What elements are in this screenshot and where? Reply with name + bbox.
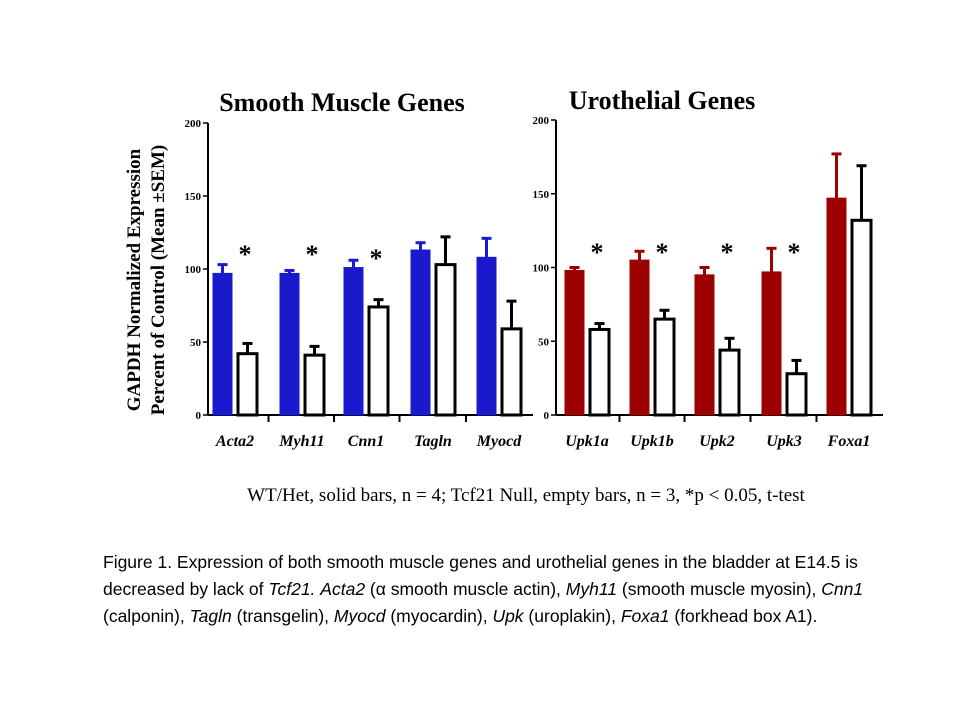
x-category-label: Acta2 (215, 433, 254, 450)
y-tick-label: 50 (190, 337, 202, 349)
caption-myocd-desc: (myocardin), (385, 606, 488, 626)
bar-upk2-wt (694, 274, 715, 416)
bar-tagln-wt (410, 249, 431, 416)
x-category-label: Upk1b (630, 433, 674, 450)
y-tick-label: 200 (185, 118, 202, 130)
x-category-label: Upk2 (699, 433, 735, 450)
smooth-muscle-panel: 0 50 100 150 200 Acta2 * Myh11 * Cnn1 * Tagln Myocd (185, 118, 533, 450)
significance-star: * (306, 240, 319, 269)
urothelial-panel: 0 50 100 150 200 Upk1a * Upk1b * Upk2 * Upk3 * Foxa1 (533, 115, 883, 450)
bar-myocd-wt (476, 256, 497, 416)
bar-upk2-null (718, 348, 741, 417)
x-category-label: Myocd (476, 433, 522, 450)
x-category-label: Upk3 (766, 433, 802, 450)
caption-gene-myocd: Myocd (333, 606, 386, 626)
bar-upk3-null (785, 372, 808, 417)
bar-upk1b-null (653, 317, 676, 417)
bar-foxa1-null (850, 218, 873, 417)
y-tick-label: 100 (185, 264, 202, 276)
significance-star: * (656, 238, 669, 267)
bar-cnn1-null (367, 305, 390, 417)
x-category-label: Foxa1 (827, 433, 871, 450)
caption-acta2-desc: (α smooth muscle actin), (365, 579, 561, 599)
y-tick-label: 100 (533, 263, 550, 275)
y-axis-title: GAPDH Normalized Expression (124, 148, 145, 411)
x-category-label: Tagln (414, 433, 452, 450)
caption-upk-desc: (uroplakin), (523, 606, 616, 626)
bar-upk1b-wt (629, 259, 650, 416)
y-tick-label: 0 (196, 410, 202, 422)
legend-footnote: WT/Het, solid bars, n = 4; Tcf21 Null, e… (247, 485, 805, 506)
significance-star: * (721, 238, 734, 267)
figure-caption: Figure 1. Expression of both smooth musc… (103, 549, 883, 630)
bar-cnn1-wt (343, 267, 364, 416)
panel-title-smooth-muscle: Smooth Muscle Genes (219, 88, 465, 117)
y-tick-label: 0 (544, 410, 550, 422)
bar-upk1a-null (588, 327, 611, 417)
bar-upk1a-wt (564, 269, 585, 416)
caption-gene-acta2: Acta2 (320, 579, 366, 599)
bar-myh11-wt (279, 272, 300, 416)
y-tick-label: 150 (185, 191, 202, 203)
y-tick-label: 150 (533, 189, 550, 201)
caption-gene-myh11: Myh11 (565, 579, 618, 599)
caption-lead: Figure 1. Expression of both smooth musc… (103, 552, 858, 599)
bar-myocd-null (500, 327, 523, 417)
y-tick-label: 200 (533, 115, 550, 127)
caption-cnn1-desc: (calponin), (103, 606, 185, 626)
x-category-label: Myh11 (278, 433, 324, 450)
caption-gene-foxa1: Foxa1 (620, 606, 670, 626)
caption-gene-tcf21: Tcf21. (268, 579, 316, 599)
bar-myh11-null (303, 353, 326, 417)
caption-foxa1-desc: (forkhead box A1). (669, 606, 818, 626)
caption-gene-tagln: Tagln (189, 606, 232, 626)
y-axis-subtitle: Percent of Control (Mean ±SEM) (148, 145, 169, 415)
significance-star: * (370, 244, 383, 273)
significance-star: * (788, 238, 801, 267)
caption-myh11-desc: (smooth muscle myosin), (617, 579, 817, 599)
panel-title-urothelial: Urothelial Genes (569, 86, 756, 115)
x-category-label: Cnn1 (348, 433, 384, 450)
bar-acta2-null (236, 352, 259, 417)
caption-gene-upk: Upk (492, 606, 524, 626)
bar-acta2-wt (212, 272, 233, 416)
bar-tagln-null (434, 263, 457, 417)
bar-foxa1-wt (826, 197, 847, 416)
caption-tagln-desc: (transgelin), (231, 606, 330, 626)
x-category-label: Upk1a (565, 433, 609, 450)
significance-star: * (239, 240, 252, 269)
caption-gene-cnn1: Cnn1 (821, 579, 864, 599)
bar-upk3-wt (761, 271, 782, 416)
significance-star: * (591, 238, 604, 267)
y-tick-label: 50 (538, 336, 550, 348)
